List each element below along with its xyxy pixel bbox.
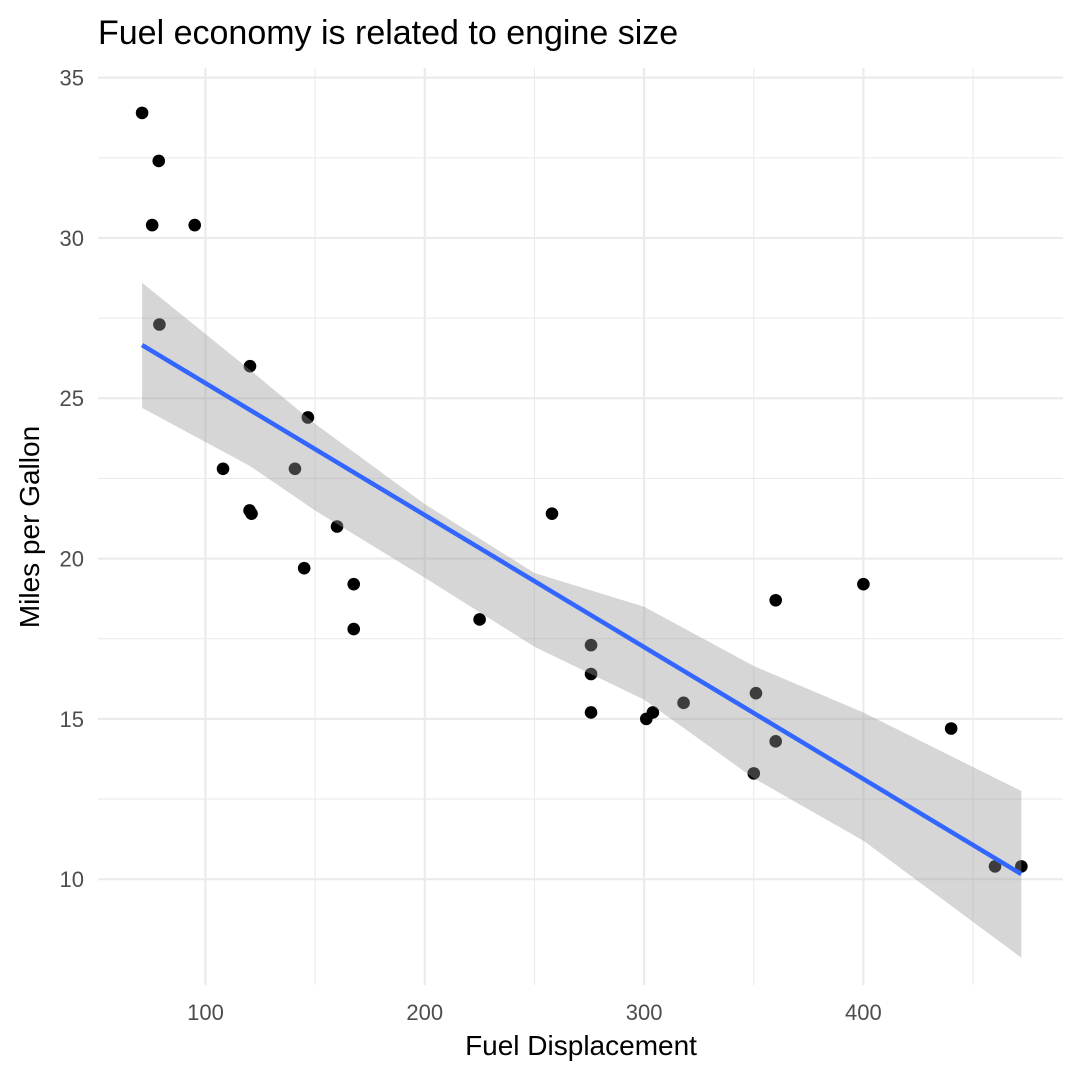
major-gridlines	[98, 68, 1063, 985]
y-tick-label: 35	[60, 66, 84, 91]
data-point	[152, 154, 166, 168]
y-tick-label: 15	[60, 707, 84, 732]
y-tick-label: 30	[60, 226, 84, 251]
data-point	[288, 462, 302, 476]
y-tick-labels: 10 15 20 25 30 35	[60, 66, 84, 893]
data-point	[584, 706, 598, 719]
confidence-band-layer	[142, 282, 1022, 958]
data-point	[584, 667, 598, 681]
y-tick-label: 20	[60, 547, 84, 572]
y-axis-title: Miles per Gallon	[14, 426, 45, 628]
y-tick-label: 10	[60, 867, 84, 892]
regression-line	[140, 343, 1023, 876]
data-point	[747, 767, 761, 780]
chart-title: Fuel economy is related to engine size	[98, 14, 678, 52]
x-tick-label: 300	[626, 1000, 663, 1025]
data-point	[749, 686, 763, 700]
data-point	[153, 318, 166, 331]
data-points-layer	[135, 106, 1028, 873]
data-point	[584, 638, 598, 652]
x-tick-label: 400	[845, 1000, 882, 1025]
y-tick-label: 25	[60, 386, 84, 411]
data-point	[145, 218, 159, 232]
data-point	[245, 507, 258, 520]
data-point	[769, 735, 782, 748]
data-point	[301, 411, 315, 424]
confidence-band	[142, 282, 1022, 958]
fit-line-layer	[140, 343, 1023, 876]
data-point	[330, 520, 344, 533]
x-tick-labels: 100 200 300 400	[187, 1000, 882, 1025]
data-point	[1015, 860, 1028, 873]
x-tick-label: 100	[187, 1000, 224, 1025]
data-point	[646, 706, 660, 719]
data-point	[347, 577, 361, 591]
data-point	[216, 462, 230, 476]
data-point	[347, 622, 361, 636]
data-point	[944, 722, 958, 735]
data-point	[857, 577, 870, 591]
data-point	[988, 860, 1002, 873]
x-axis-title: Fuel Displacement	[465, 1030, 697, 1061]
minor-gridlines	[98, 68, 1063, 985]
data-point	[188, 218, 202, 232]
data-point	[473, 613, 486, 626]
data-point	[297, 561, 311, 575]
data-point	[769, 593, 782, 607]
data-point	[135, 106, 149, 120]
data-point	[677, 696, 690, 710]
x-tick-label: 200	[406, 1000, 443, 1025]
data-point	[545, 507, 559, 520]
data-point	[243, 359, 257, 373]
